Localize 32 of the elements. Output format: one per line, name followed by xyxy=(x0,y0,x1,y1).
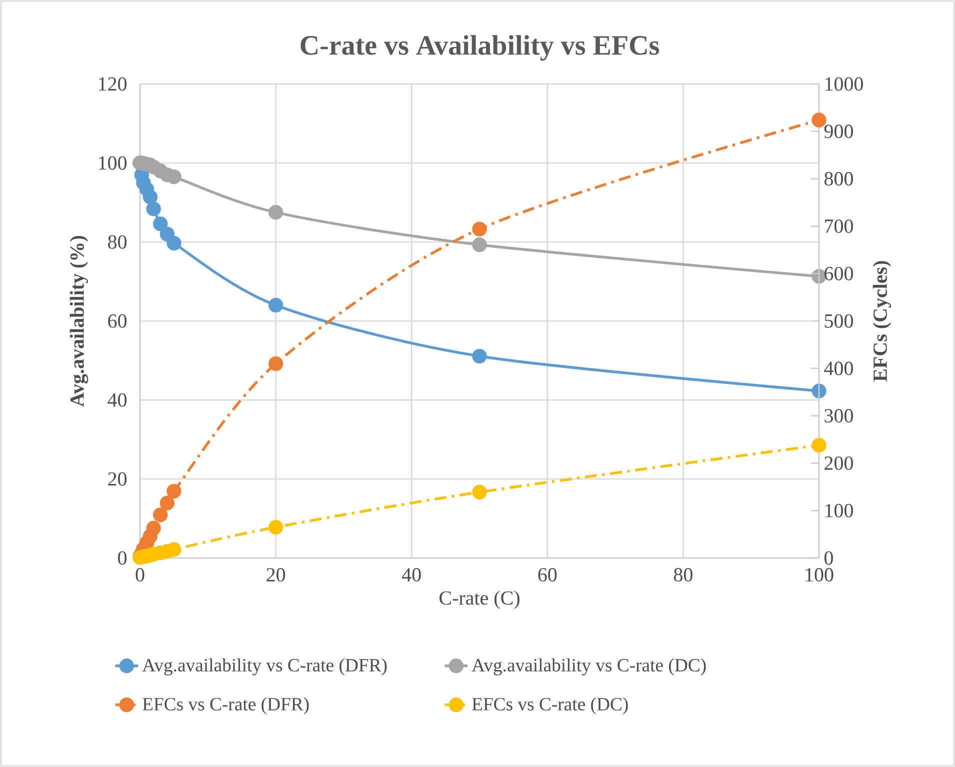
legend-label: EFCs vs C-rate (DC) xyxy=(472,697,628,714)
x-tick-label: 20 xyxy=(266,568,286,582)
y2-tick-label: 800 xyxy=(824,172,853,186)
x-tick-label: 80 xyxy=(674,568,692,582)
y2-tick-label: 100 xyxy=(825,504,853,518)
y-tick-label: 0 xyxy=(118,551,127,565)
y-tick-label: 60 xyxy=(108,314,127,328)
y2-tick-label: 200 xyxy=(824,456,853,470)
y-tick-label: 100 xyxy=(99,156,127,170)
legend-label: EFCs vs C-rate (DFR) xyxy=(142,697,309,714)
x-tick-label: 100 xyxy=(806,568,834,582)
y2-axis-title: EFCs (Cycles) xyxy=(872,261,892,382)
y2-tick-label: 900 xyxy=(824,124,853,138)
x-axis-title: C-rate (C) xyxy=(440,590,520,609)
x-tick-label: 0 xyxy=(136,568,144,582)
y2-tick-label: 600 xyxy=(824,266,853,280)
legend-label: Avg.availability vs C-rate (DC) xyxy=(472,658,706,676)
y2-tick-label: 400 xyxy=(824,362,853,376)
y2-tick-label: 500 xyxy=(824,314,853,328)
chart-title: C-rate vs Availability vs EFCs xyxy=(300,35,659,61)
y-tick-label: 80 xyxy=(108,235,127,249)
y2-tick-label: 700 xyxy=(825,219,853,233)
x-tick-label: 40 xyxy=(402,568,421,582)
y2-tick-label: 1000 xyxy=(825,77,863,91)
y-axis-title: Avg.availability (%) xyxy=(70,236,88,407)
y2-tick-label: 0 xyxy=(824,551,833,565)
y-tick-label: 120 xyxy=(99,77,127,91)
legend-label: Avg.availability vs C-rate (DFR) xyxy=(142,658,387,676)
y-tick-label: 40 xyxy=(108,393,127,407)
y-tick-label: 20 xyxy=(108,472,127,486)
x-tick-label: 60 xyxy=(538,568,557,582)
y2-tick-label: 300 xyxy=(824,409,853,423)
